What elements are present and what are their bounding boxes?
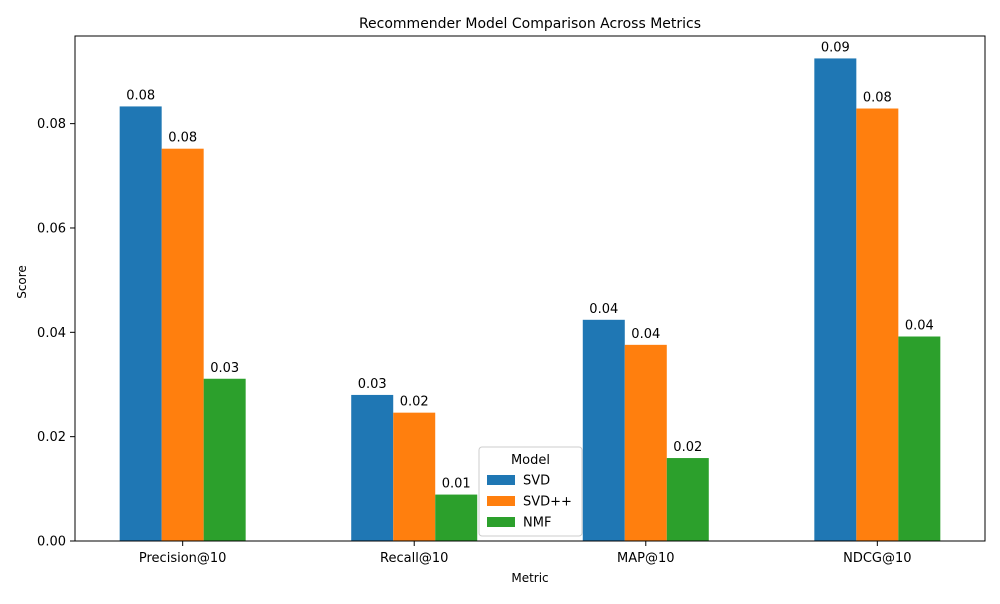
bar-svd-0 (119, 106, 162, 542)
bar-svdplusplus-2 (624, 344, 667, 541)
data-label: 0.04 (631, 327, 660, 342)
chart-title: Recommender Model Comparison Across Metr… (359, 16, 701, 32)
data-label: 0.02 (673, 440, 702, 455)
bar-svdplusplus-3 (856, 108, 899, 542)
legend-swatch (487, 475, 515, 485)
legend-swatch (487, 496, 515, 506)
data-label: 0.02 (400, 395, 429, 410)
bar-nmf-1 (435, 494, 478, 541)
bar-svdplusplus-0 (161, 148, 204, 541)
data-label: 0.09 (821, 40, 850, 55)
bar-svd-3 (814, 58, 857, 542)
data-label: 0.04 (589, 302, 618, 317)
y-axis-label: Score (15, 265, 29, 299)
data-label: 0.03 (210, 361, 239, 376)
y-tick-label: 0.06 (37, 221, 66, 236)
legend: Model SVD SVD++ NMF (478, 446, 583, 537)
legend-swatch (487, 517, 515, 527)
y-tick-label: 0.00 (37, 535, 66, 550)
data-label: 0.08 (863, 91, 892, 106)
x-tick-label: Recall@10 (380, 551, 448, 566)
x-axis-label: Metric (511, 571, 548, 585)
bar-svd-1 (351, 394, 394, 541)
data-label: 0.08 (126, 88, 155, 103)
bar-svd-2 (582, 319, 625, 541)
legend-label: NMF (523, 516, 551, 531)
x-axis: Precision@10 Recall@10 MAP@10 NDCG@10 (139, 541, 912, 566)
y-axis: 0.00 0.02 0.04 0.06 0.08 (37, 117, 75, 550)
legend-label: SVD++ (523, 495, 572, 510)
y-tick-label: 0.08 (37, 117, 66, 132)
plot-area: 0.08 0.08 0.03 0.03 0.02 0.01 0.04 0.04 0.02 0.09… (74, 35, 986, 542)
legend-label: SVD (523, 474, 550, 489)
bar-nmf-2 (666, 458, 709, 541)
x-tick-label: NDCG@10 (843, 551, 911, 566)
y-tick-label: 0.02 (37, 430, 66, 445)
x-tick-label: MAP@10 (617, 551, 675, 566)
legend-title: Model (511, 453, 550, 468)
data-label: 0.01 (442, 477, 471, 492)
bar-nmf-3 (898, 336, 941, 541)
data-label: 0.04 (905, 319, 934, 334)
data-label: 0.08 (168, 131, 197, 146)
data-label: 0.03 (358, 377, 387, 392)
y-tick-label: 0.04 (37, 326, 66, 341)
legend-box (478, 446, 583, 537)
bar-svdplusplus-1 (393, 412, 436, 541)
plot-frame (74, 35, 986, 542)
x-tick-label: Precision@10 (139, 551, 227, 566)
bar-nmf-0 (203, 378, 246, 541)
